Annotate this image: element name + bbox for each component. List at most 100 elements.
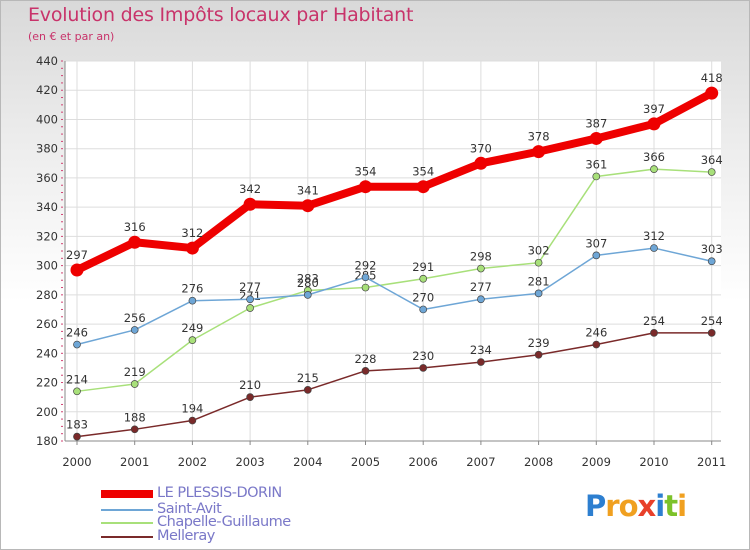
y-tick-label: 260 — [36, 317, 58, 331]
data-label: 312 — [181, 226, 203, 240]
data-point — [73, 387, 81, 396]
y-tick-label: 220 — [36, 376, 58, 390]
x-tick-label: 2008 — [524, 455, 553, 469]
data-label: 387 — [585, 116, 607, 130]
y-tick-label: 340 — [36, 200, 58, 214]
data-label: 194 — [181, 402, 203, 416]
x-tick-label: 2009 — [582, 455, 611, 469]
data-label: 366 — [643, 150, 665, 164]
data-point — [246, 295, 254, 304]
data-label: 341 — [297, 184, 319, 198]
legend-label: Melleray — [157, 528, 215, 544]
data-point — [303, 290, 312, 299]
x-tick-label: 2005 — [351, 455, 380, 469]
y-tick-label: 280 — [36, 288, 58, 302]
series-le-plessis-dorin: 297 316 312 342 341 354 354 370 378 387 397 418 — [66, 71, 723, 277]
data-point — [361, 366, 370, 375]
data-label: 210 — [239, 378, 261, 392]
data-label: 277 — [239, 280, 261, 294]
data-point — [361, 283, 370, 292]
plot-area — [65, 61, 721, 441]
data-label: 214 — [66, 372, 88, 386]
data-label: 228 — [355, 352, 377, 366]
data-label: 291 — [412, 260, 434, 274]
data-label: 215 — [297, 371, 319, 385]
series-line — [76, 332, 713, 438]
data-label: 280 — [297, 276, 319, 290]
data-label: 254 — [643, 314, 665, 328]
data-label: 246 — [585, 326, 607, 340]
y-tick-label: 320 — [36, 229, 58, 243]
data-point — [246, 304, 254, 312]
data-label: 230 — [412, 349, 434, 363]
data-label: 234 — [470, 343, 492, 357]
x-tick-label: 2003 — [235, 455, 264, 469]
data-point — [650, 244, 658, 252]
x-tick-label: 2000 — [62, 455, 91, 469]
y-tick-label: 420 — [36, 83, 58, 97]
chart-subtitle: (en € et par an) — [28, 30, 115, 43]
data-label: 298 — [470, 250, 492, 264]
y-tick-label: 440 — [36, 54, 58, 68]
data-point — [130, 425, 139, 434]
data-label: 307 — [585, 236, 607, 250]
data-point — [73, 432, 81, 441]
proxiti-logo: Proxiti — [585, 489, 687, 523]
legend-label: Chapelle-Guillaume — [157, 514, 291, 530]
x-tick-label: 2004 — [293, 455, 322, 469]
data-point — [477, 264, 485, 273]
data-label: 188 — [124, 410, 146, 424]
data-point — [707, 328, 716, 337]
data-point — [477, 358, 485, 366]
y-tick-label: 300 — [36, 259, 58, 273]
y-tick-label: 400 — [36, 112, 58, 126]
x-tick-label: 2007 — [466, 455, 495, 469]
data-label: 246 — [66, 326, 88, 340]
y-tick-label: 200 — [36, 405, 58, 419]
data-label: 183 — [66, 418, 88, 432]
data-point — [188, 296, 197, 305]
data-label: 303 — [701, 242, 723, 256]
data-label: 219 — [124, 365, 146, 379]
data-label: 270 — [412, 290, 434, 304]
data-label: 302 — [528, 244, 550, 258]
data-label: 418 — [701, 71, 723, 85]
data-label: 256 — [124, 311, 146, 325]
data-point — [243, 197, 257, 211]
series-line — [73, 89, 716, 274]
data-label: 364 — [701, 153, 723, 167]
data-point — [419, 364, 428, 372]
data-point — [589, 131, 603, 145]
data-point — [188, 336, 197, 345]
data-label: 316 — [124, 220, 146, 234]
series-line — [76, 168, 713, 393]
data-point — [188, 416, 197, 425]
data-label: 354 — [355, 165, 377, 179]
data-label: 283 — [297, 271, 319, 285]
y-tick-label: 180 — [36, 434, 58, 448]
data-point — [534, 289, 543, 298]
data-point — [246, 393, 254, 402]
data-label: 397 — [643, 102, 665, 116]
data-label: 378 — [528, 130, 550, 144]
data-point — [705, 86, 719, 100]
x-tick-label: 2011 — [697, 455, 726, 469]
x-tick-label: 2002 — [178, 455, 207, 469]
series-line — [76, 247, 713, 346]
x-tick-label: 2010 — [639, 455, 668, 469]
series-melleray: 183 188 194 210 215 228 230 234 239 246 254 254 — [66, 314, 723, 441]
data-point — [419, 305, 428, 314]
data-label: 281 — [528, 274, 550, 288]
data-label: 249 — [181, 321, 203, 335]
chart-title: Evolution des Impôts locaux par Habitant — [28, 4, 414, 26]
data-label: 370 — [470, 141, 492, 155]
data-label: 342 — [239, 182, 261, 196]
data-point — [477, 295, 485, 304]
legend-swatch — [101, 536, 153, 538]
data-point — [592, 251, 601, 260]
data-point — [185, 241, 199, 255]
data-point — [416, 180, 430, 194]
data-point — [647, 117, 661, 131]
data-point — [592, 340, 601, 349]
